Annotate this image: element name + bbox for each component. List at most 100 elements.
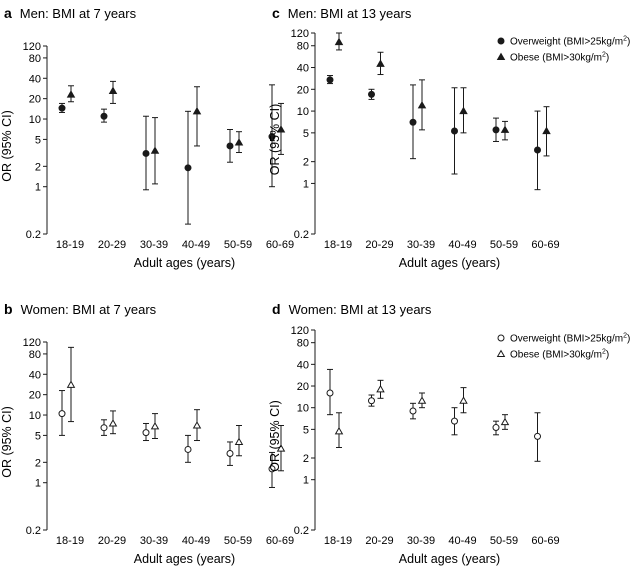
data-point xyxy=(192,106,202,115)
x-tick-label: 30-39 xyxy=(140,535,168,547)
data-point xyxy=(376,59,385,67)
y-tick-label: 1 xyxy=(35,182,41,194)
x-tick-label: 20-29 xyxy=(365,239,393,251)
chart-title: d Women: BMI at 13 years xyxy=(272,301,432,317)
series-overweight xyxy=(326,368,541,462)
data-point xyxy=(184,445,192,453)
series-overweight xyxy=(58,390,276,488)
data-point xyxy=(417,396,427,404)
x-tick-label: 30-39 xyxy=(407,239,435,251)
y-tick-label: 5 xyxy=(35,134,41,146)
legend-label-text: Obese (BMI>30kg/m xyxy=(510,350,602,361)
x-tick-label: 50-59 xyxy=(224,239,252,251)
data-point xyxy=(226,450,234,458)
y-axis-label: OR (95% CI) xyxy=(0,110,14,182)
x-tick-label: 60-69 xyxy=(266,239,294,251)
data-point xyxy=(276,444,286,452)
data-point xyxy=(451,417,458,425)
y-tick-label: 20 xyxy=(29,390,41,402)
panel-letter: c xyxy=(272,5,280,21)
y-tick-label: 2 xyxy=(303,157,309,169)
data-point xyxy=(376,384,385,393)
legend-label: Overweight (BMI>25kg/m2) xyxy=(510,333,630,345)
legend-label: Obese (BMI>30kg/m2) xyxy=(510,349,609,361)
x-tick-label: 20-29 xyxy=(98,535,126,547)
x-tick-label: 60-69 xyxy=(531,535,559,547)
data-point xyxy=(459,106,468,115)
chart-title: b Women: BMI at 7 years xyxy=(4,301,157,317)
data-point xyxy=(66,380,76,388)
data-point xyxy=(334,426,344,435)
data-point xyxy=(108,419,118,427)
y-tick-label: 5 xyxy=(35,430,41,442)
data-point xyxy=(492,424,500,432)
data-point xyxy=(192,421,202,429)
series-obese xyxy=(334,32,551,157)
data-point xyxy=(500,417,510,426)
x-tick-label: 20-29 xyxy=(98,239,126,251)
chart-title: c Men: BMI at 13 years xyxy=(272,5,412,21)
y-tick-label: 5 xyxy=(303,128,309,140)
y-tick-label: 1 xyxy=(35,478,41,490)
data-point xyxy=(368,397,375,405)
y-tick-label: 80 xyxy=(29,53,41,65)
y-tick-label: 120 xyxy=(23,337,41,349)
chart-panel-d: d Women: BMI at 13 years 0.2 1 2 5 10 20 40 80120… xyxy=(268,301,630,566)
data-point xyxy=(142,149,150,157)
x-tick-label: 60-69 xyxy=(266,535,294,547)
data-point xyxy=(492,126,500,134)
legend: Overweight (BMI>25kg/m2) Obese (BMI>30kg/… xyxy=(496,333,630,361)
data-point xyxy=(276,125,286,133)
data-point xyxy=(234,437,244,446)
y-tick-label: 10 xyxy=(29,410,41,422)
x-tick-label: 20-29 xyxy=(365,535,393,547)
data-point xyxy=(150,146,160,154)
y-tick-label: 20 xyxy=(297,381,309,393)
y-tick-label: 40 xyxy=(297,359,309,371)
x-axis-label: Adult ages (years) xyxy=(399,552,500,566)
y-tick-label: 0.2 xyxy=(294,229,309,241)
legend-label-suffix: ) xyxy=(627,37,630,48)
chart-title: a Men: BMI at 7 years xyxy=(4,5,137,21)
y-tick-label: 0.2 xyxy=(26,229,41,241)
y-tick-label: 120 xyxy=(291,325,309,337)
legend-label: Obese (BMI>30kg/m2) xyxy=(510,52,609,64)
y-axis-label: OR (95% CI) xyxy=(0,406,14,478)
y-tick-label: 40 xyxy=(29,369,41,381)
x-tick-label: 30-39 xyxy=(140,239,168,251)
y-tick-label: 2 xyxy=(35,161,41,173)
series-obese xyxy=(66,346,286,472)
data-point xyxy=(500,125,510,133)
data-point xyxy=(226,142,234,150)
title-text: Women: BMI at 7 years xyxy=(21,302,157,317)
legend-marker xyxy=(496,349,506,358)
legend-label-suffix: ) xyxy=(606,53,609,64)
y-axis-label: OR (95% CI) xyxy=(268,400,282,472)
y-tick-label: 0.2 xyxy=(294,525,309,537)
data-point xyxy=(100,112,108,120)
y-tick-label: 10 xyxy=(29,114,41,126)
data-point xyxy=(108,86,118,94)
x-tick-label: 50-59 xyxy=(224,535,252,547)
y-tick-label: 80 xyxy=(297,41,309,53)
series-obese xyxy=(66,80,286,185)
panel-letter: b xyxy=(4,301,13,317)
data-point xyxy=(184,164,192,172)
y-tick-label: 5 xyxy=(303,424,309,436)
y-tick-label: 0.2 xyxy=(26,525,41,537)
legend-label-text: Overweight (BMI>25kg/m xyxy=(510,334,623,345)
x-tick-label: 30-39 xyxy=(407,535,435,547)
legend-marker xyxy=(496,52,506,61)
x-axis-label: Adult ages (years) xyxy=(134,552,235,566)
x-tick-label: 40-49 xyxy=(182,239,210,251)
y-tick-label: 40 xyxy=(29,73,41,85)
x-tick-label: 40-49 xyxy=(448,239,476,251)
legend-marker xyxy=(497,334,505,342)
legend-superscript: 2 xyxy=(602,349,606,356)
data-point xyxy=(409,407,417,415)
data-point xyxy=(58,410,66,418)
data-point xyxy=(451,127,458,135)
data-point xyxy=(100,424,108,432)
x-tick-label: 50-59 xyxy=(490,535,518,547)
